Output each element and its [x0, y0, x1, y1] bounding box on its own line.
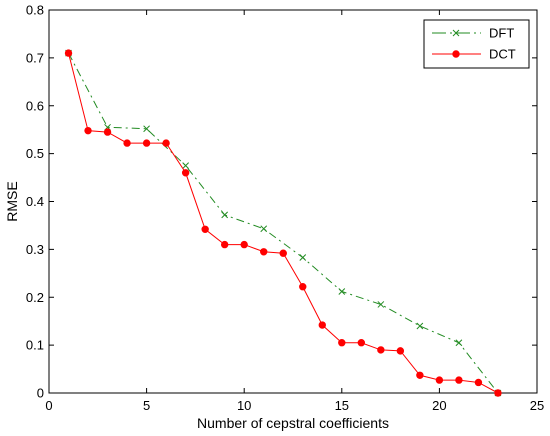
y-tick-label: 0.8 — [26, 3, 44, 18]
y-tick-label: 0.3 — [26, 242, 44, 257]
x-tick-label: 20 — [432, 398, 446, 413]
y-tick-label: 0.6 — [26, 98, 44, 113]
axes-ticks: 0 5 10 15 20 25 0 0.1 0.2 0.3 0.4 0.5 0.6 0.7 0.8 — [26, 3, 544, 414]
data-point-dct — [357, 339, 366, 347]
legend-label-dft: DFT — [489, 26, 514, 41]
data-point-dct — [220, 240, 229, 249]
data-point-dft — [299, 254, 307, 261]
x-axis-label: Number of cepstral coefficients — [197, 415, 389, 431]
data-point-dft — [455, 339, 463, 347]
data-point-dft — [260, 225, 268, 233]
legend-marker-dft — [452, 29, 460, 37]
y-tick-label: 0.4 — [26, 194, 44, 209]
data-point-dct — [455, 376, 463, 384]
data-point-dct — [377, 346, 385, 354]
legend-marker-dct — [452, 50, 460, 58]
data-point-dct — [84, 126, 92, 135]
data-point-dft — [143, 125, 150, 133]
data-point-dct — [64, 49, 73, 57]
data-point-dct — [201, 225, 209, 233]
data-point-dct — [494, 389, 502, 397]
data-point-dct — [103, 128, 112, 136]
y-tick-label: 0.7 — [26, 50, 44, 65]
x-tick-label: 5 — [143, 398, 150, 413]
data-point-dct — [181, 169, 190, 177]
y-tick-label: 0.2 — [26, 290, 44, 305]
legend: DFT DCT — [423, 19, 530, 69]
data-point-dct — [338, 339, 346, 347]
plot-area — [48, 9, 538, 394]
data-point-dft — [182, 162, 189, 169]
y-tick-label: 0.1 — [26, 338, 44, 353]
data-point-dct — [435, 376, 444, 384]
data-point-dft — [377, 301, 385, 308]
series-dct — [64, 49, 502, 397]
data-point-dft — [221, 211, 229, 219]
data-point-dct — [396, 347, 405, 355]
data-point-dct — [474, 378, 483, 387]
data-point-dct — [299, 283, 307, 291]
x-tick-label: 25 — [530, 398, 544, 413]
data-point-dct — [142, 139, 151, 147]
data-point-dct — [416, 371, 424, 379]
data-point-dct — [279, 249, 287, 257]
data-point-dct — [318, 321, 326, 329]
y-tick-label: 0 — [37, 386, 44, 401]
data-point-dct — [162, 139, 170, 147]
series-line-dft — [68, 52, 499, 394]
data-point-dct — [240, 240, 248, 249]
legend-label-dct: DCT — [489, 47, 516, 62]
data-point-dct — [260, 248, 268, 256]
x-tick-label: 0 — [45, 398, 52, 413]
x-tick-label: 10 — [237, 398, 251, 413]
legend-item-dct: DCT — [432, 47, 516, 62]
legend-item-dft: DFT — [432, 26, 514, 41]
series-layer — [64, 49, 502, 397]
legend-box — [423, 19, 530, 69]
y-tick-label: 0.5 — [26, 146, 44, 161]
y-axis-label: RMSE — [4, 181, 20, 221]
data-point-dft — [338, 288, 346, 295]
data-point-dft — [416, 322, 424, 330]
x-tick-label: 15 — [335, 398, 349, 413]
data-point-dct — [123, 139, 131, 147]
